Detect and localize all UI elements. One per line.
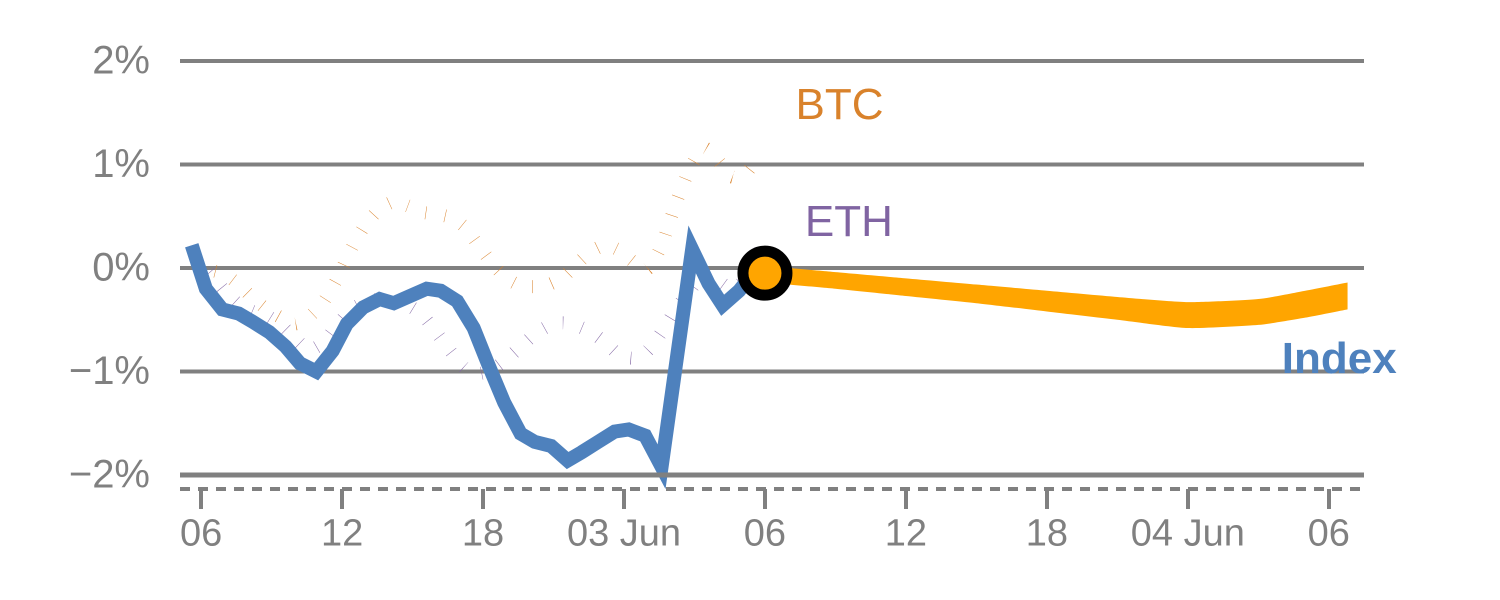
y-axis-labels: 2% 1% 0% −1% −2% xyxy=(69,39,150,497)
x-axis xyxy=(180,472,1364,509)
y-axis-tick-label: −2% xyxy=(69,453,150,497)
x-axis-tick-label: 06 xyxy=(1308,512,1350,554)
x-axis-tick-label: 06 xyxy=(180,512,222,554)
y-axis-tick-label: 1% xyxy=(92,142,150,186)
current-value-marker[interactable] xyxy=(737,245,793,301)
x-axis-tick-label: 04 Jun xyxy=(1131,512,1245,554)
x-axis-tick-label: 18 xyxy=(1026,512,1068,554)
series-line-index xyxy=(185,225,765,490)
series-annotation-btc: BTC xyxy=(795,80,883,129)
x-axis-tick-label: 06 xyxy=(744,512,786,554)
x-axis-tick-label: 12 xyxy=(321,512,363,554)
x-axis-labels: 06 12 18 03 Jun 06 12 18 04 Jun 06 xyxy=(180,512,1350,554)
data-series xyxy=(185,141,767,490)
forecast-band-path xyxy=(764,265,1348,329)
y-axis-tick-label: 2% xyxy=(92,39,150,83)
series-annotation-index: Index xyxy=(1282,334,1397,383)
marker-ring-circle[interactable] xyxy=(737,245,793,301)
series-annotations: BTC ETH Index xyxy=(795,80,1397,383)
series-line-btc xyxy=(194,141,766,331)
x-axis-tick-label: 18 xyxy=(462,512,504,554)
y-axis-tick-label: 0% xyxy=(92,246,150,290)
series-annotation-eth: ETH xyxy=(805,197,893,246)
index-forecast-band xyxy=(764,265,1348,329)
y-axis-tick-label: −1% xyxy=(69,349,150,393)
x-axis-tick-label: 12 xyxy=(885,512,927,554)
x-axis-tick-label: 03 Jun xyxy=(567,512,681,554)
